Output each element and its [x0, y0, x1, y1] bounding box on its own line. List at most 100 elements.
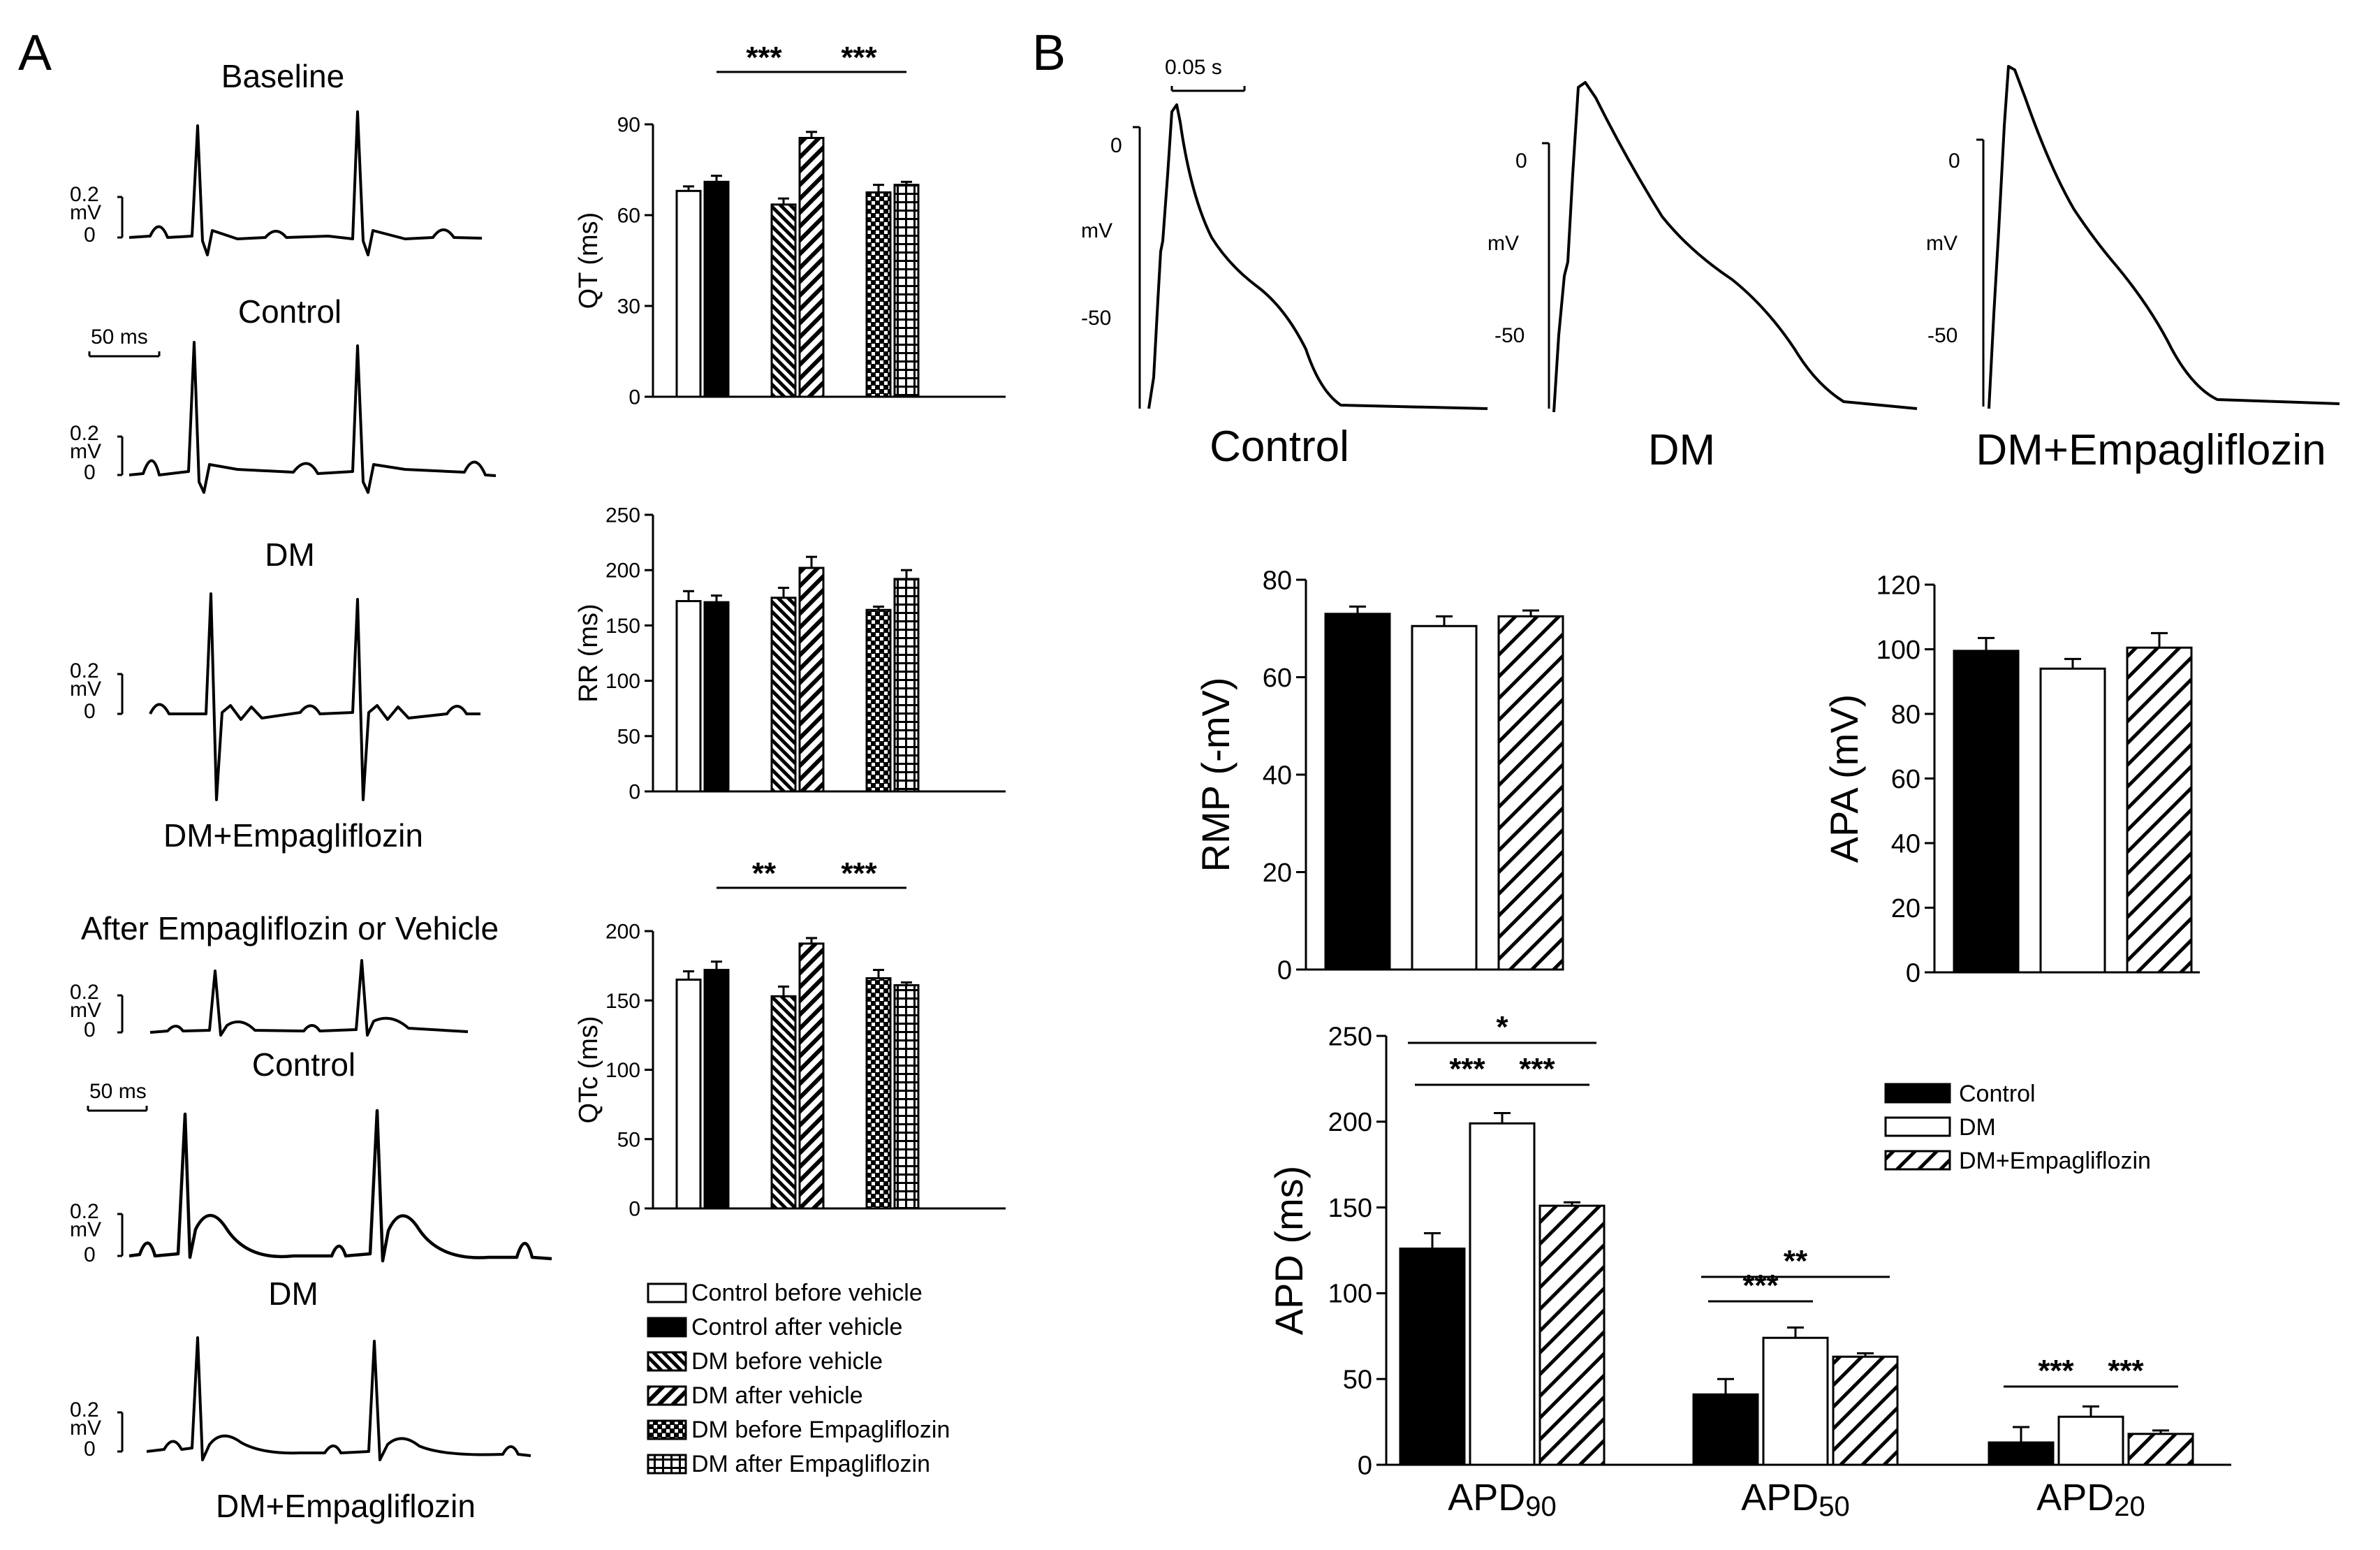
apa-ytick-label-120: 120 [1876, 571, 1920, 600]
apd-sig-label-1: *** [1519, 1052, 1555, 1086]
ap-label-empa: DM+Empagliflozin [1976, 426, 2326, 474]
rmp-bar-0 [1324, 613, 1391, 971]
qt-bar-4 [865, 191, 892, 398]
ecg-scale-zero-1: 0 [84, 224, 96, 247]
rmp-ytick-label-0: 0 [1277, 956, 1292, 985]
qt-bar-0 [675, 189, 702, 398]
apd-bar-1-1 [1762, 1336, 1829, 1466]
qt-sig-label-1: *** [841, 41, 877, 75]
ecg-scale-unit-2: mV [70, 440, 101, 463]
legend-a-swatch-1 [647, 1317, 687, 1338]
apd-x-label-0: APD90 [1448, 1477, 1557, 1522]
apd-sig-label-2: * [1496, 1010, 1508, 1044]
apd-x-label-1: APD50 [1741, 1477, 1850, 1522]
legend-b-label-2: DM+Empagliflozin [1959, 1148, 2151, 1174]
ecg-trace-baseline-dm [117, 341, 497, 494]
qtc-ytick-label-100: 100 [605, 1059, 640, 1082]
qtc-ytick-label-200: 200 [605, 921, 640, 944]
legend-a-label-5: DM after Empagliflozin [691, 1451, 930, 1477]
qt-bar-3 [798, 137, 825, 398]
ap-unit-empa: mV [1926, 232, 1957, 255]
apa-bar-1 [2039, 667, 2106, 974]
chart-rmp: 0 20 40 60 80 RMP (-mV) [1193, 566, 1564, 985]
rmp-ytick-label-40: 40 [1263, 761, 1292, 790]
rr-ytick-label-0: 0 [629, 781, 640, 804]
ap-trace-dm [1542, 81, 1918, 413]
apd-x-label-2: APD20 [2036, 1477, 2145, 1522]
qt-ytick-label-0: 0 [629, 386, 640, 409]
qt-ytick-label-30: 30 [617, 295, 640, 319]
ecg-scale-top-1: 0.2 [70, 183, 99, 206]
legend-a-swatch-2 [647, 1351, 687, 1372]
apd-ytick-label-200: 200 [1328, 1108, 1372, 1137]
ecg-scale-top-2: 0.2 [70, 422, 99, 445]
ecg-scale-unit-5: mV [70, 1218, 101, 1241]
ecg-scale-top-4: 0.2 [70, 981, 99, 1004]
ap-trace-empa [1976, 65, 2340, 409]
legend-a-swatch-0 [647, 1282, 687, 1303]
ecg-scale-zero-3: 0 [84, 700, 96, 723]
qt-ytick-label-60: 60 [617, 205, 640, 228]
apd-sig-label-3: *** [1742, 1268, 1779, 1303]
legend-a-label-1: Control after vehicle [691, 1314, 902, 1340]
legend-b-swatch-2 [1884, 1150, 1951, 1171]
qtc-ytick-label-150: 150 [605, 990, 640, 1013]
after-label-empa: DM+Empagliflozin [216, 1488, 476, 1524]
rr-bar-5 [893, 578, 920, 793]
qt-bar-1 [703, 180, 730, 398]
qtc-bar-2 [770, 995, 797, 1210]
qtc-y-label: QTc (ms) [574, 1016, 603, 1123]
legend-a-swatch-3 [647, 1385, 687, 1406]
after-title: After Empagliflozin or Vehicle [81, 910, 499, 946]
apa-ytick-label-40: 40 [1891, 829, 1920, 858]
ecg-scale-top-3: 0.2 [70, 659, 99, 682]
ecg-trace-after-control [117, 959, 469, 1037]
ecg-trace-after-empa [117, 1336, 531, 1461]
chart-qt: 0 30 60 90 QT (ms) *** *** [574, 41, 1006, 409]
apd-ytick-label-100: 100 [1328, 1280, 1372, 1309]
rmp-bar-1 [1411, 624, 1478, 971]
rmp-bar-2 [1497, 615, 1564, 971]
rmp-ytick-label-80: 80 [1263, 566, 1292, 595]
rr-bar-0 [675, 600, 702, 793]
ecg-trace-after-dm [117, 1109, 552, 1263]
rmp-y-label: RMP (-mV) [1193, 678, 1237, 872]
qtc-ytick-label-50: 50 [617, 1128, 640, 1151]
ap-unit-dm: mV [1488, 232, 1519, 255]
apd-bar-1-2 [1832, 1355, 1899, 1466]
qtc-bar-5 [893, 984, 920, 1210]
rmp-ytick-label-20: 20 [1263, 858, 1292, 888]
panel-a-label: A [18, 25, 52, 81]
apd-sig-label-0: *** [1449, 1052, 1485, 1086]
ap-tick-50-control: -50 [1081, 307, 1111, 330]
apd-sig-label-5: *** [2038, 1354, 2074, 1388]
apd-bar-2-0 [1988, 1441, 2055, 1466]
apa-ytick-label-60: 60 [1891, 765, 1920, 794]
apa-ytick-label-20: 20 [1891, 894, 1920, 923]
chart-apa: 0 20 40 60 80 100 120 APA (mV) [1822, 571, 2200, 988]
apd-bar-0-2 [1538, 1204, 1606, 1466]
apa-y-label: APA (mV) [1822, 694, 1866, 863]
ecg-scale-unit-1: mV [70, 201, 101, 224]
ecg-trace-baseline-empa [117, 592, 480, 801]
qtc-ytick-label-0: 0 [629, 1198, 640, 1221]
ecg-scale-unit-4: mV [70, 999, 101, 1022]
rmp-ytick-label-60: 60 [1263, 664, 1292, 693]
legend-b-label-1: DM [1959, 1114, 1996, 1141]
legend-panel-a: Control before vehicle Control after vehi… [647, 1280, 950, 1477]
ap-unit-control: mV [1081, 219, 1112, 242]
apd-ytick-label-50: 50 [1343, 1366, 1372, 1395]
qt-y-label: QT (ms) [574, 212, 603, 309]
apd-ytick-label-250: 250 [1328, 1022, 1372, 1051]
rr-ytick-label-250: 250 [605, 504, 640, 527]
qtc-bar-1 [703, 969, 730, 1210]
qt-ytick-label-90: 90 [617, 114, 640, 137]
legend-a-label-2: DM before vehicle [691, 1348, 883, 1375]
apd-sig-label-6: *** [2108, 1354, 2144, 1388]
ecg-scale-unit-6: mV [70, 1417, 101, 1440]
legend-a-swatch-5 [647, 1454, 687, 1475]
qt-sig-label-0: *** [746, 41, 782, 75]
